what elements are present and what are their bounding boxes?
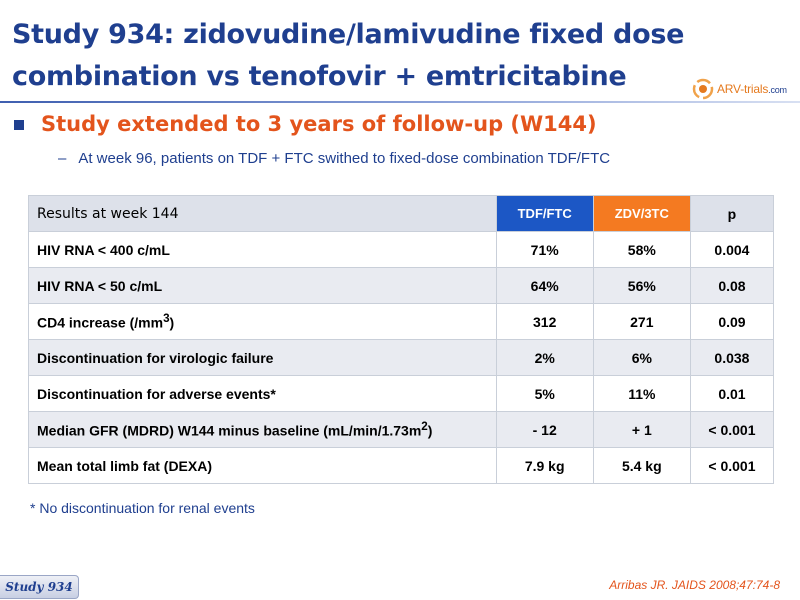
main-bullet: Study extended to 3 years of follow-up (… xyxy=(14,112,597,136)
cell-p-value: < 0.001 xyxy=(689,447,775,484)
row-label: Discontinuation for adverse events* xyxy=(28,375,497,412)
row-label: HIV RNA < 400 c/mL xyxy=(28,231,497,268)
cell-zdv-3tc: 58% xyxy=(592,231,691,268)
main-bullet-text: Study extended to 3 years of follow-up (… xyxy=(41,112,597,136)
cell-tdf-ftc: 71% xyxy=(495,231,594,268)
cell-zdv-3tc: 11% xyxy=(592,375,691,412)
row-label: HIV RNA < 50 c/mL xyxy=(28,267,497,304)
cell-tdf-ftc: 64% xyxy=(495,267,594,304)
table-row: Median GFR (MDRD) W144 minus baseline (m… xyxy=(28,411,775,448)
header-zdv-3tc: ZDV/3TC xyxy=(592,195,691,232)
header-p-value: p xyxy=(689,195,775,232)
sub-bullet-text: At week 96, patients on TDF + FTC swithe… xyxy=(78,150,611,167)
table-header-row: Results at week 144 TDF/FTC ZDV/3TC p xyxy=(28,195,775,232)
table-row: Discontinuation for virologic failure 2%… xyxy=(28,339,775,376)
slide-title: Study 934: zidovudine/lamivudine fixed d… xyxy=(12,14,712,98)
table-row: HIV RNA < 400 c/mL 71% 58% 0.004 xyxy=(28,231,775,268)
row-label: Median GFR (MDRD) W144 minus baseline (m… xyxy=(28,411,497,448)
table-row: Mean total limb fat (DEXA) 7.9 kg 5.4 kg… xyxy=(28,447,775,484)
cell-tdf-ftc: - 12 xyxy=(495,411,594,448)
table-row: HIV RNA < 50 c/mL 64% 56% 0.08 xyxy=(28,267,775,304)
cell-zdv-3tc: 271 xyxy=(592,303,691,340)
table-row: Discontinuation for adverse events* 5% 1… xyxy=(28,375,775,412)
results-table: Results at week 144 TDF/FTC ZDV/3TC p HI… xyxy=(28,195,775,484)
logo-swirl-icon xyxy=(692,78,714,100)
row-label: CD4 increase (/mm3) xyxy=(28,303,497,340)
cell-p-value: 0.08 xyxy=(689,267,775,304)
cell-tdf-ftc: 7.9 kg xyxy=(495,447,594,484)
cell-p-value: < 0.001 xyxy=(689,411,775,448)
cell-p-value: 0.01 xyxy=(689,375,775,412)
cell-tdf-ftc: 5% xyxy=(495,375,594,412)
logo-text: ARV-trials.com xyxy=(717,82,787,96)
citation: Arribas JR. JAIDS 2008;47:74-8 xyxy=(609,578,780,592)
arv-trials-logo: ARV-trials.com xyxy=(692,76,800,102)
cell-p-value: 0.038 xyxy=(689,339,775,376)
row-label: Mean total limb fat (DEXA) xyxy=(28,447,497,484)
cell-zdv-3tc: 5.4 kg xyxy=(592,447,691,484)
cell-zdv-3tc: + 1 xyxy=(592,411,691,448)
header-results-label: Results at week 144 xyxy=(28,195,497,232)
square-bullet-icon xyxy=(14,120,24,130)
cell-tdf-ftc: 312 xyxy=(495,303,594,340)
dash-bullet-icon: – xyxy=(58,150,67,167)
cell-tdf-ftc: 2% xyxy=(495,339,594,376)
sub-bullet: – At week 96, patients on TDF + FTC swit… xyxy=(58,150,610,167)
footnote: * No discontinuation for renal events xyxy=(30,500,255,516)
slide-title-line-2: combination vs tenofovir + emtricitabine xyxy=(12,61,627,92)
cell-zdv-3tc: 56% xyxy=(592,267,691,304)
header-tdf-ftc: TDF/FTC xyxy=(495,195,594,232)
cell-p-value: 0.004 xyxy=(689,231,775,268)
row-label: Discontinuation for virologic failure xyxy=(28,339,497,376)
title-divider xyxy=(0,101,800,103)
cell-zdv-3tc: 6% xyxy=(592,339,691,376)
table-row: CD4 increase (/mm3) 312 271 0.09 xyxy=(28,303,775,340)
study-tag: Study 934 xyxy=(0,575,79,599)
cell-p-value: 0.09 xyxy=(689,303,775,340)
slide-title-line-1: Study 934: zidovudine/lamivudine fixed d… xyxy=(12,19,685,50)
